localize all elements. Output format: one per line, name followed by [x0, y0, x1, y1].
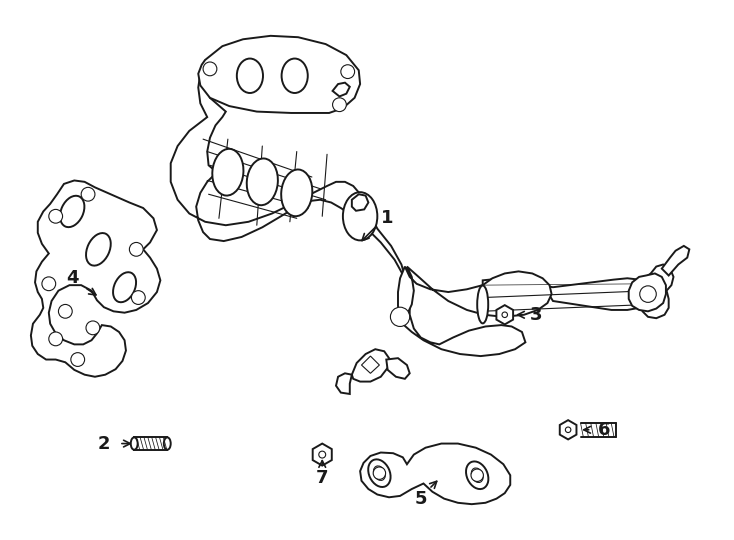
Ellipse shape — [237, 58, 263, 93]
Polygon shape — [361, 356, 379, 373]
Circle shape — [373, 467, 385, 480]
Ellipse shape — [343, 192, 377, 240]
Circle shape — [471, 469, 484, 482]
Circle shape — [129, 242, 143, 256]
Polygon shape — [313, 443, 332, 465]
Polygon shape — [31, 180, 160, 377]
Circle shape — [81, 187, 95, 201]
Circle shape — [86, 321, 100, 335]
Ellipse shape — [60, 196, 84, 227]
Circle shape — [48, 332, 62, 346]
Polygon shape — [352, 194, 368, 211]
Polygon shape — [496, 305, 513, 325]
Text: 4: 4 — [67, 269, 79, 287]
Polygon shape — [386, 358, 410, 379]
Polygon shape — [336, 373, 352, 394]
Ellipse shape — [565, 427, 571, 433]
Ellipse shape — [247, 158, 278, 205]
Polygon shape — [360, 443, 510, 504]
Text: 5: 5 — [415, 490, 427, 508]
Circle shape — [71, 353, 84, 367]
Ellipse shape — [282, 58, 308, 93]
Polygon shape — [477, 278, 653, 322]
Circle shape — [131, 291, 145, 305]
Ellipse shape — [319, 451, 326, 458]
Circle shape — [640, 286, 656, 302]
Polygon shape — [333, 83, 350, 97]
Polygon shape — [352, 349, 389, 382]
Ellipse shape — [466, 461, 488, 489]
Ellipse shape — [113, 272, 136, 302]
Ellipse shape — [164, 437, 171, 450]
Ellipse shape — [86, 233, 111, 266]
Ellipse shape — [212, 149, 244, 195]
Circle shape — [203, 62, 217, 76]
Ellipse shape — [131, 437, 138, 450]
Ellipse shape — [281, 170, 313, 216]
Text: 3: 3 — [530, 306, 542, 324]
Circle shape — [341, 65, 355, 78]
Polygon shape — [171, 60, 526, 356]
Polygon shape — [560, 420, 576, 440]
Ellipse shape — [374, 466, 385, 481]
Circle shape — [48, 210, 62, 223]
Circle shape — [333, 98, 346, 112]
Polygon shape — [134, 437, 167, 450]
Circle shape — [59, 305, 72, 318]
Text: 1: 1 — [382, 210, 394, 227]
Polygon shape — [662, 246, 689, 275]
Ellipse shape — [368, 460, 390, 487]
Text: 6: 6 — [598, 421, 611, 439]
Text: 2: 2 — [98, 435, 110, 453]
Ellipse shape — [477, 286, 488, 323]
Polygon shape — [629, 273, 666, 312]
Text: 7: 7 — [316, 469, 329, 487]
Circle shape — [42, 277, 56, 291]
Polygon shape — [398, 267, 551, 322]
Circle shape — [390, 307, 410, 327]
Ellipse shape — [471, 468, 483, 483]
Polygon shape — [198, 36, 360, 113]
Polygon shape — [642, 265, 674, 318]
Ellipse shape — [502, 312, 507, 318]
